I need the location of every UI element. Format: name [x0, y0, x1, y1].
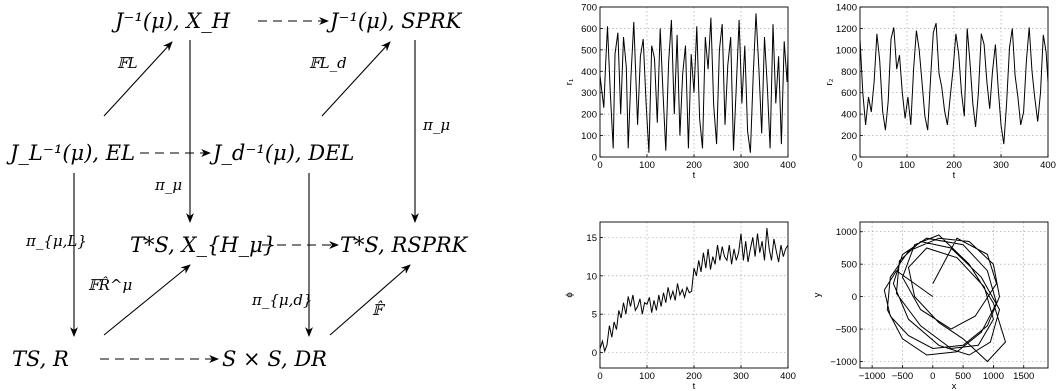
y-tick-label: 600: [581, 24, 597, 35]
x-tick-label: 400: [780, 160, 796, 171]
y-tick-label: 1000: [836, 227, 857, 238]
x-tick-label: 100: [639, 160, 655, 171]
x-tick-label: 100: [639, 371, 655, 382]
y-tick-label: −500: [836, 325, 857, 336]
x-axis-label: t: [693, 381, 696, 391]
y-tick-label: 500: [581, 45, 597, 56]
y-tick-label: 15: [586, 233, 597, 244]
label-pi-mu-l: π_{μ,L}: [25, 232, 87, 250]
node-reduced-right: T*S, RSPRK: [340, 233, 469, 257]
x-tick-label: 0: [597, 160, 602, 171]
y-tick-label: 1400: [836, 3, 857, 14]
y-axis-label: y: [812, 292, 823, 297]
label-pi-mu-d: π_{μ,d}: [251, 291, 313, 309]
x-tick-label: 200: [686, 371, 702, 382]
x-axis-label: x: [952, 381, 957, 391]
y-tick-label: 700: [581, 3, 597, 14]
node-bottom-left: TS, R: [12, 347, 69, 371]
plot-r1-vs-t: 0 100 200 300 400 0 100 200 300 400 500 600 700 t r₁: [564, 3, 796, 182]
y-tick-label: 0: [592, 348, 597, 359]
series-line: [883, 234, 1007, 363]
label-pi-mu: π_μ: [154, 176, 182, 194]
y-tick-label: 0: [852, 153, 857, 164]
y-axis-label: r₁: [564, 79, 575, 85]
y-tick-label: 200: [581, 110, 597, 121]
x-tick-label: 500: [955, 371, 971, 382]
x-tick-label: −500: [892, 371, 913, 382]
y-tick-label: 500: [841, 260, 857, 271]
label-fl: 𝔽L: [117, 54, 138, 72]
x-tick-label: 0: [857, 160, 862, 171]
series-line: [600, 13, 788, 153]
commutative-diagram: J⁻¹(μ), X_H J⁻¹(μ), SPRK J_L⁻¹(μ), EL J_…: [6, 9, 469, 371]
x-tick-label: 1500: [1013, 371, 1034, 382]
x-tick-label: 200: [946, 160, 962, 171]
x-tick-label: 1000: [983, 371, 1004, 382]
node-top-left: J⁻¹(μ), X_H: [111, 9, 231, 33]
x-tick-label: −1000: [859, 371, 886, 382]
y-tick-label: −1000: [830, 357, 857, 368]
y-tick-label: 0: [852, 292, 857, 303]
x-axis-label: t: [693, 170, 696, 181]
y-tick-label: 200: [841, 131, 857, 142]
y-tick-label: 1200: [836, 24, 857, 35]
plot-frame: [859, 221, 1049, 369]
x-tick-label: 400: [780, 371, 796, 382]
y-tick-label: 1000: [836, 45, 857, 56]
x-axis-label: t: [953, 170, 956, 181]
plot-y-vs-x: −1000 −500 0 500 1000 1500 −1000 −500 0 500 1000 x y: [812, 221, 1049, 391]
x-tick-label: 200: [686, 160, 702, 171]
y-tick-label: 100: [581, 131, 597, 142]
plot-frame: [859, 6, 1049, 158]
y-tick-label: 10: [586, 271, 597, 282]
series-line: [860, 22, 1048, 145]
label-fld: 𝔽L_d: [309, 54, 347, 72]
node-bottom-right: S × S, DR: [222, 347, 327, 371]
x-tick-label: 300: [733, 371, 749, 382]
x-tick-label: 100: [899, 160, 915, 171]
plot-phi-vs-t: 0 100 200 300 400 0 5 10 15 t ϕ: [564, 221, 796, 391]
x-tick-label: 300: [733, 160, 749, 171]
node-mid-right: J_d⁻¹(μ), DEL: [209, 141, 354, 165]
arrow-frhat: [103, 264, 191, 336]
x-tick-label: 400: [1040, 160, 1056, 171]
series-line: [600, 228, 788, 353]
node-mid-left: J_L⁻¹(μ), EL: [6, 141, 135, 165]
y-tick-label: 5: [592, 310, 597, 321]
y-tick-label: 0: [592, 153, 597, 164]
node-reduced-left: T*S, X_{H_μ}: [130, 233, 276, 257]
label-fhat: 𝔽̂: [372, 300, 386, 319]
y-tick-label: 800: [841, 67, 857, 78]
y-tick-label: 400: [581, 67, 597, 78]
x-tick-label: 0: [597, 371, 602, 382]
label-frhat: 𝔽R̂^μ: [88, 276, 132, 294]
arrow-fhat: [329, 264, 411, 336]
y-axis-label: r₂: [824, 78, 835, 85]
x-tick-label: 0: [930, 371, 935, 382]
y-tick-label: 400: [841, 110, 857, 121]
arrow-fl: [103, 41, 173, 117]
arrow-fld: [321, 41, 391, 117]
y-axis-label: ϕ: [564, 292, 575, 297]
y-tick-label: 300: [581, 88, 597, 99]
x-tick-label: 300: [993, 160, 1009, 171]
y-tick-label: 600: [841, 88, 857, 99]
plot-r2-vs-t: 0 100 200 300 400 0 200 400 600 800 1000 1200 1400 t r…: [824, 3, 1056, 182]
node-top-right: J⁻¹(μ), SPRK: [326, 9, 463, 33]
label-pi-mu-right: π_μ: [422, 116, 450, 134]
